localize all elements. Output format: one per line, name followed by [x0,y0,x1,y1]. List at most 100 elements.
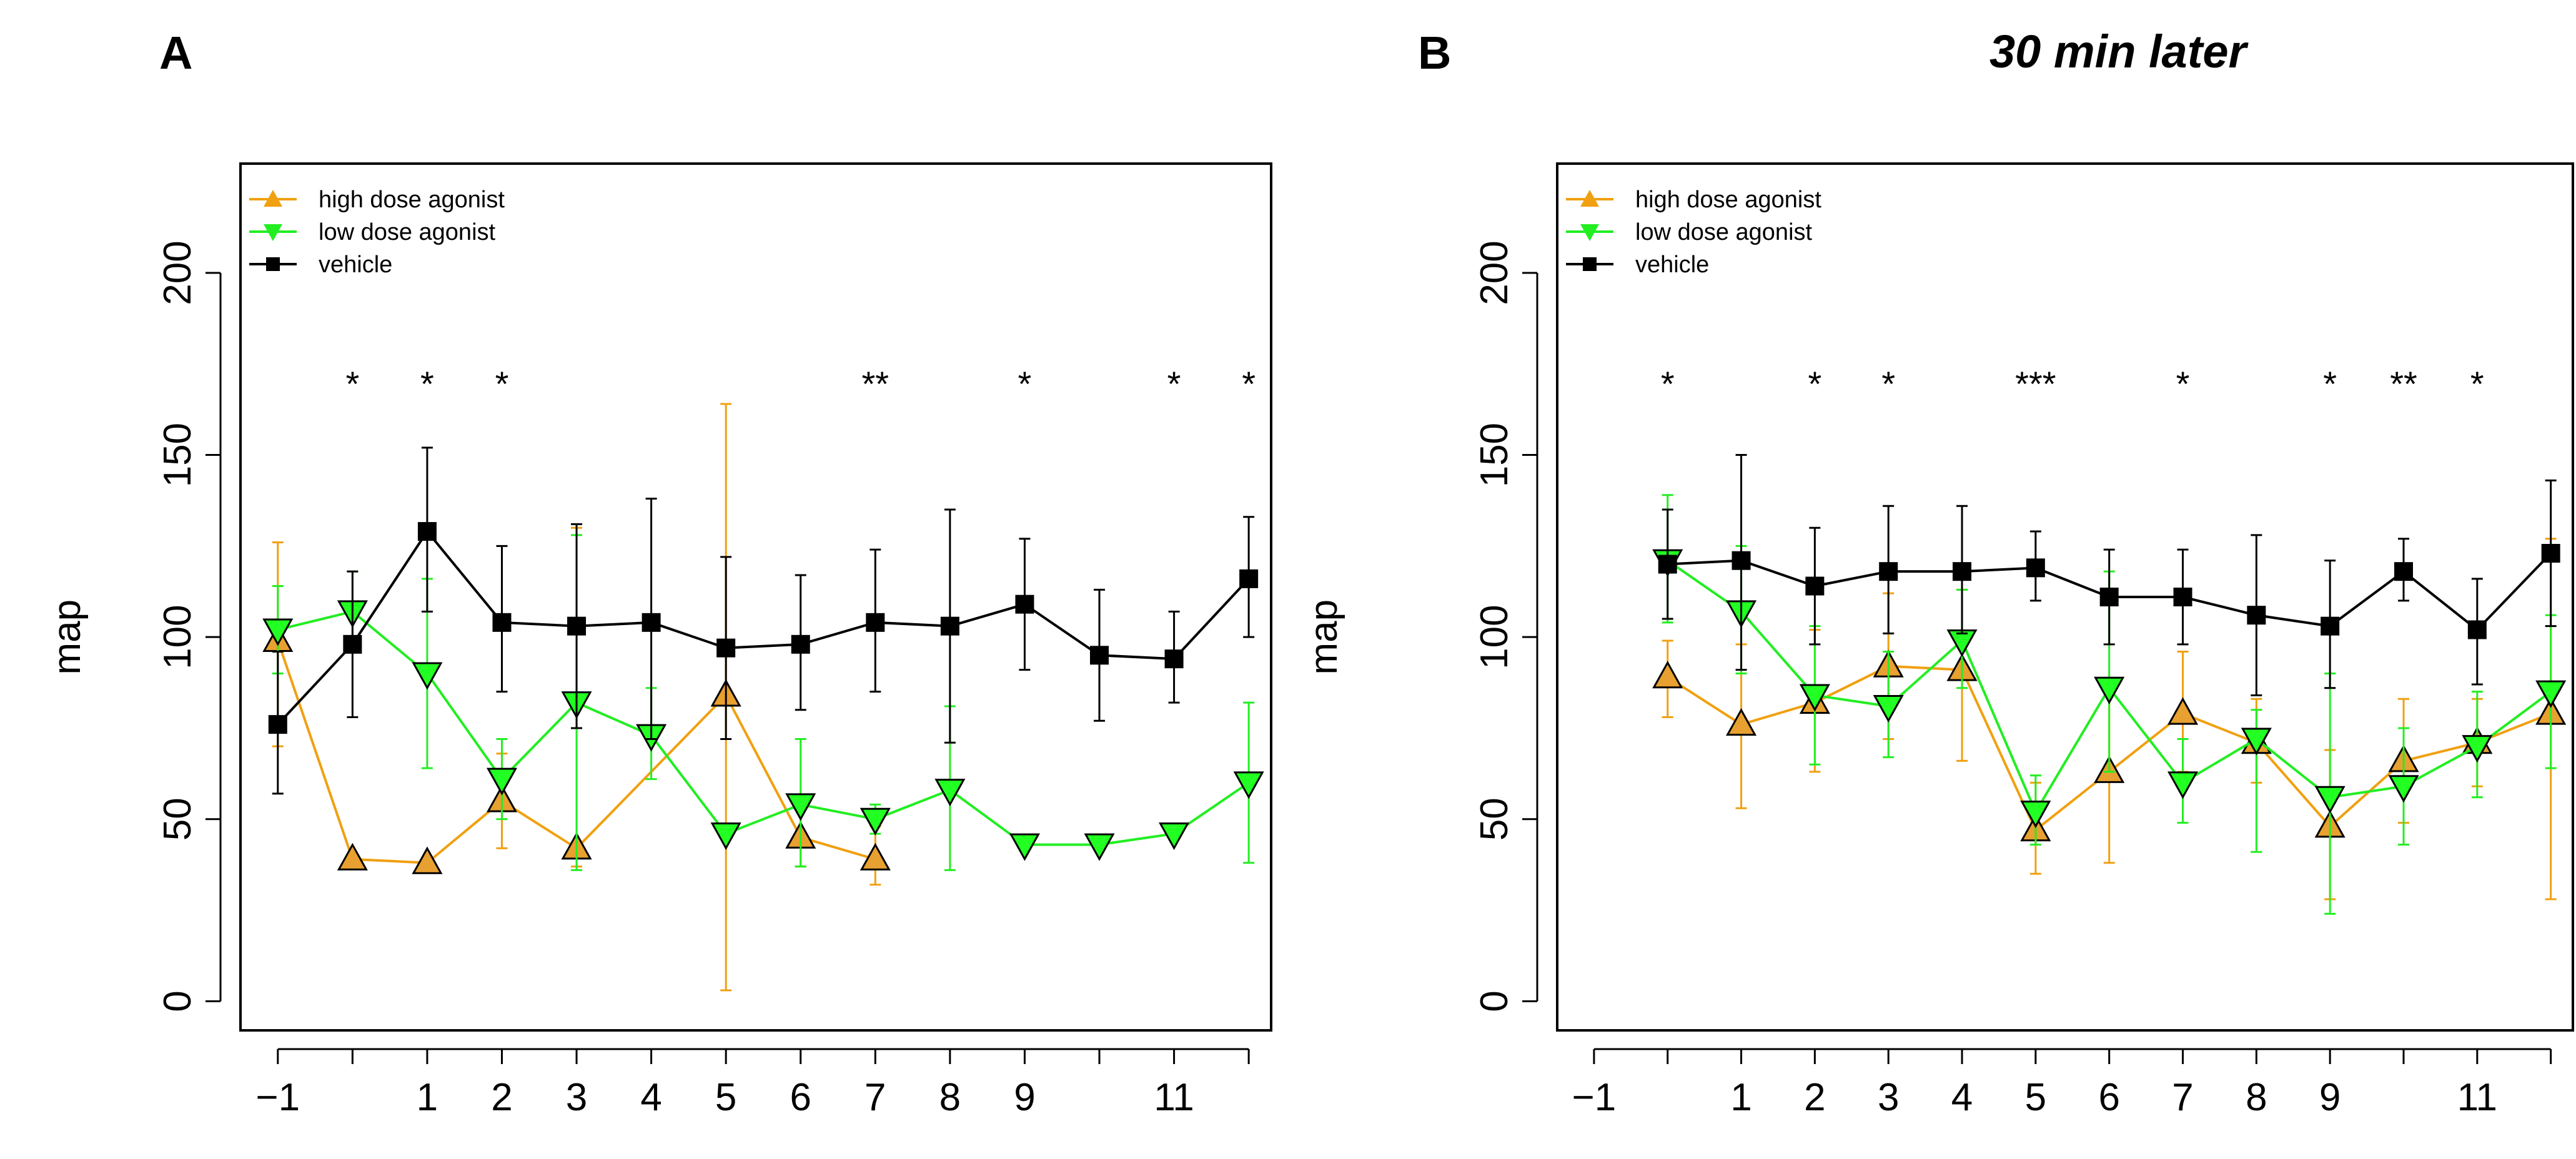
panel-a-x-tick-label: 5 [715,1076,736,1119]
panel-a-point-vehicle [940,616,959,636]
panel-a-legend-marker [264,190,282,207]
panel-a-point-high [337,842,368,870]
panel-b-point-vehicle [2247,606,2266,625]
panel-b-x-tick-label: 3 [1878,1076,1899,1119]
panel-a-y-tick-label: 50 [156,797,199,841]
panel-b-x-tick-label: −1 [1572,1076,1617,1119]
panel-b-point-low [2535,680,2567,708]
panel-a-point-vehicle [866,613,885,632]
panel-b-point-low [2094,676,2125,704]
panel-a-point-low [859,807,891,836]
panel-b-significance-mark: * [1881,364,1895,403]
panel-a-point-low [412,662,443,690]
panel-b-point-vehicle [2173,588,2192,606]
panel-a-significance-mark: * [1167,364,1181,403]
panel-a-y-tick-label: 0 [156,990,199,1012]
panel-b-point-vehicle [1879,562,1898,581]
panel-a-point-low [1159,822,1190,851]
panel-b-letter: B [1418,27,1451,79]
panel-b-legend-label: vehicle [1635,252,1709,278]
panel-a-x-tick-label: 1 [417,1076,438,1119]
panel-a-point-low [1084,833,1115,861]
panel-b-point-vehicle [2541,544,2560,563]
panel-a-line-vehicle [277,529,1250,726]
panel-b-significance-mark: * [2323,364,2337,403]
panel-a-legend: high dose agonist low dose agonist vehicle [249,187,505,278]
panel-b-point-low [1799,684,1830,712]
panel-a-point-vehicle [343,634,362,654]
panel-b-x-tick-label: 6 [2098,1076,2119,1119]
panel-b-plot-frame [1556,162,2574,1032]
panel-a-significance-mark: * [420,364,434,403]
panel-a-point-vehicle [492,613,512,632]
panel-b-point-vehicle [2026,558,2045,578]
panel-b-point-high [2167,697,2199,725]
panel-a-x-tick-label: 3 [566,1076,587,1119]
panel-b-point-vehicle [1731,551,1751,570]
panel-a-significance-mark: * [1018,364,1032,403]
panel-a-y-tick-label: 200 [156,240,199,305]
panel-b-x-tick-label: 9 [2319,1076,2341,1119]
panel-b-point-vehicle [1658,555,1677,574]
panel-b-point-low [2020,801,2051,829]
panel-b-x-tick-label: 11 [2457,1076,2497,1119]
panel-b-legend-marker [1580,224,1599,241]
panel-b-point-vehicle [2099,588,2119,606]
panel-a-point-low [710,822,741,851]
panel-b-point-low [2167,771,2199,799]
panel-a-point-low [1009,833,1040,861]
panel-a-x-tick-label: 8 [939,1076,961,1119]
panel-b-point-vehicle [2467,620,2487,639]
panel-b-significance-mark: *** [2015,364,2056,403]
panel-b-point-low [2462,735,2493,763]
panel-a-legend-label: vehicle [319,252,392,278]
panel-b-x-tick-label: 2 [1804,1076,1825,1119]
panel-a-point-vehicle [1164,649,1184,669]
panel-a-letter: A [159,27,192,79]
panel-b-significance-mark: ** [2390,364,2417,403]
panel-b-title: 30 min later [1989,26,2249,77]
panel-a-line-low [277,610,1250,846]
panel-b-significance-mark: * [1808,364,1821,403]
panel-b: B 30 min later 0 50 100 150 200 map −1 1 2 3 4 5 6 7 8 9 1… [1302,26,2574,1119]
panel-a-point-vehicle [642,613,661,632]
panel-a-point-low [1233,771,1264,799]
panel-b-y-tick-label: 100 [1473,604,1516,669]
panel-a-point-low [785,793,816,821]
panel-a-point-vehicle [1239,569,1259,588]
panel-b-legend: high dose agonist low dose agonist vehicle [1566,187,1821,278]
panel-b-point-vehicle [2321,616,2340,636]
panel-a-y-tick-label: 100 [156,604,199,669]
panel-b-y-tick-label: 150 [1473,423,1516,487]
panel-a-point-vehicle [268,715,287,734]
panel-b-point-low [1873,694,1904,723]
panel-a-x-tick-label: 2 [491,1076,512,1119]
panel-b-point-high [1726,708,1757,736]
panel-a-x-tick-label: 6 [790,1076,811,1119]
panel-a-legend-label: high dose agonist [319,187,505,213]
panel-b-y-axis-label: map [1302,599,1345,675]
panel-b-significance-mark: * [2176,364,2190,403]
panel-b-point-low [2241,727,2272,756]
panel-b-significance-mark: * [2470,364,2484,403]
panel-b-significance-mark: * [1661,364,1675,403]
panel-a-x-tick-label: 4 [640,1076,661,1119]
panel-a-point-high [412,846,443,874]
panel-b-legend-marker [1583,257,1597,271]
panel-a-point-vehicle [716,638,736,658]
panel-b-legend-label: high dose agonist [1635,187,1821,213]
panel-a-point-low [262,618,294,646]
panel-a-significance-mark: * [1242,364,1256,403]
panel-b-legend-label: low dose agonist [1635,219,1813,245]
panel-b-point-vehicle [1953,562,1972,581]
panel-a-point-vehicle [1090,646,1109,665]
panel-a-point-vehicle [417,522,437,541]
panel-a-y-tick-label: 150 [156,423,199,487]
panel-b-y-tick-label: 50 [1473,797,1516,841]
panel-a-line-high [276,640,876,864]
panel-a-legend-label: low dose agonist [319,219,496,245]
panel-a-series-vehicle [268,446,1259,795]
panel-b-point-low [2388,775,2419,803]
